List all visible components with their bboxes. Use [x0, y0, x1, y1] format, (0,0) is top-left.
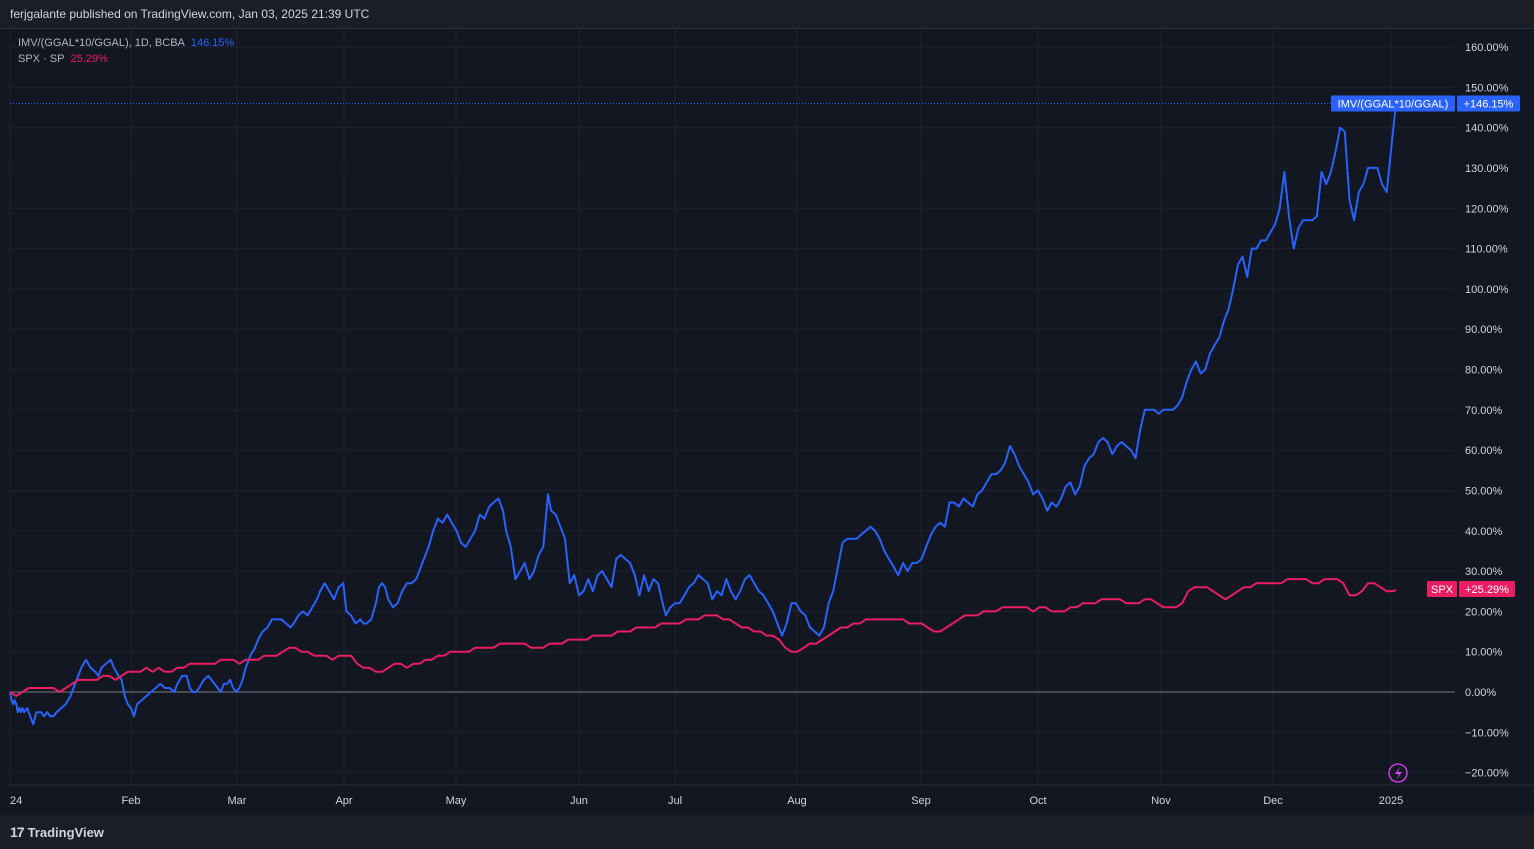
lightning-icon-bolt: [1395, 767, 1402, 780]
y-tick-label: 40.00%: [1465, 526, 1503, 538]
y-tick-label: 60.00%: [1465, 445, 1503, 457]
x-tick-label: Jun: [570, 795, 588, 807]
series-2-value-tag-bg: [1459, 581, 1515, 598]
footer-bar: 17 TradingView: [0, 815, 1534, 849]
legend-series-1-value: 146.15%: [190, 37, 235, 49]
legend-series-2-value: 25.29%: [70, 53, 108, 65]
y-tick-label: 110.00%: [1465, 244, 1508, 256]
y-tick-label: 150.00%: [1465, 82, 1509, 94]
y-tick-label: 20.00%: [1465, 606, 1503, 618]
y-tick-label: 80.00%: [1465, 365, 1503, 377]
header-bar: ferjgalante published on TradingView.com…: [0, 0, 1534, 28]
legend-series-2-label: SPX · SP: [18, 53, 65, 65]
y-tick-label: 120.00%: [1465, 203, 1509, 215]
tradingview-logo-text: TradingView: [27, 824, 104, 840]
series-1-name-tag-text: IMV/(GGAL*10/GGAL): [1338, 98, 1449, 110]
x-tick-label: Aug: [787, 795, 807, 807]
chart-legend: IMV/(GGAL*10/GGAL), 1D, BCBA 146.15% SPX …: [18, 35, 234, 67]
series-2-name-tag: SPX: [1427, 581, 1457, 598]
series-1-value-tag-bg: [1457, 95, 1520, 112]
series-1-value-tag: +146.15%: [1457, 95, 1520, 112]
tradingview-logo[interactable]: 17 TradingView: [10, 824, 104, 840]
lightning-icon-ring: [1388, 763, 1408, 783]
chart-svg: 160.00% 150.00% 140.00% 130.00% 120.00% 110.0…: [0, 29, 1534, 814]
y-tick-label: 130.00%: [1465, 163, 1509, 175]
y-tick-label: −20.00%: [1465, 768, 1509, 780]
x-tick-label: Sep: [911, 795, 931, 807]
x-tick-label: Apr: [335, 795, 352, 807]
x-tick-label: Feb: [122, 795, 141, 807]
x-tick-label: Mar: [228, 795, 247, 807]
x-tick-label: Oct: [1029, 795, 1046, 807]
y-tick-label: 100.00%: [1465, 284, 1509, 296]
series-line-1[interactable]: [9, 103, 1397, 726]
tradingview-logo-icon: 17: [10, 824, 25, 840]
series-1-name-tag-bg: [1331, 95, 1455, 112]
series-2-name-tag-bg: [1427, 581, 1457, 598]
plot-background: [0, 29, 1534, 814]
x-tick-label: May: [446, 795, 467, 807]
lightning-icon[interactable]: [1388, 763, 1408, 783]
y-tick-label: 70.00%: [1465, 405, 1503, 417]
series-line-2[interactable]: [9, 578, 1397, 697]
y-tick-label: 30.00%: [1465, 566, 1503, 578]
x-tick-label: Nov: [1151, 795, 1171, 807]
y-tick-label: 50.00%: [1465, 485, 1503, 497]
y-tick-label: 160.00%: [1465, 42, 1509, 54]
series-2-value-tag-text: +25.29%: [1465, 584, 1509, 596]
x-tick-label: Jul: [668, 795, 682, 807]
y-tick-label: −10.00%: [1465, 727, 1509, 739]
series-2-name-tag-text: SPX: [1431, 584, 1454, 596]
x-tick-label: 2025: [1379, 795, 1403, 807]
x-tick-label: 24: [10, 795, 22, 807]
series-1-value-tag-text: +146.15%: [1464, 98, 1514, 110]
series-1-name-tag: IMV/(GGAL*10/GGAL): [1331, 95, 1455, 112]
y-tick-label: 140.00%: [1465, 123, 1509, 135]
y-tick-label: 10.00%: [1465, 647, 1503, 659]
legend-series-1-label: IMV/(GGAL*10/GGAL), 1D, BCBA: [18, 37, 185, 49]
series-2-value-tag: +25.29%: [1459, 581, 1515, 598]
legend-series-2[interactable]: SPX · SP 25.29%: [18, 51, 234, 67]
legend-series-1[interactable]: IMV/(GGAL*10/GGAL), 1D, BCBA 146.15%: [18, 35, 234, 51]
y-tick-label: 90.00%: [1465, 324, 1503, 336]
y-tick-label: 0.00%: [1465, 687, 1496, 699]
published-info: ferjgalante published on TradingView.com…: [10, 7, 370, 21]
x-tick-label: Dec: [1263, 795, 1283, 807]
